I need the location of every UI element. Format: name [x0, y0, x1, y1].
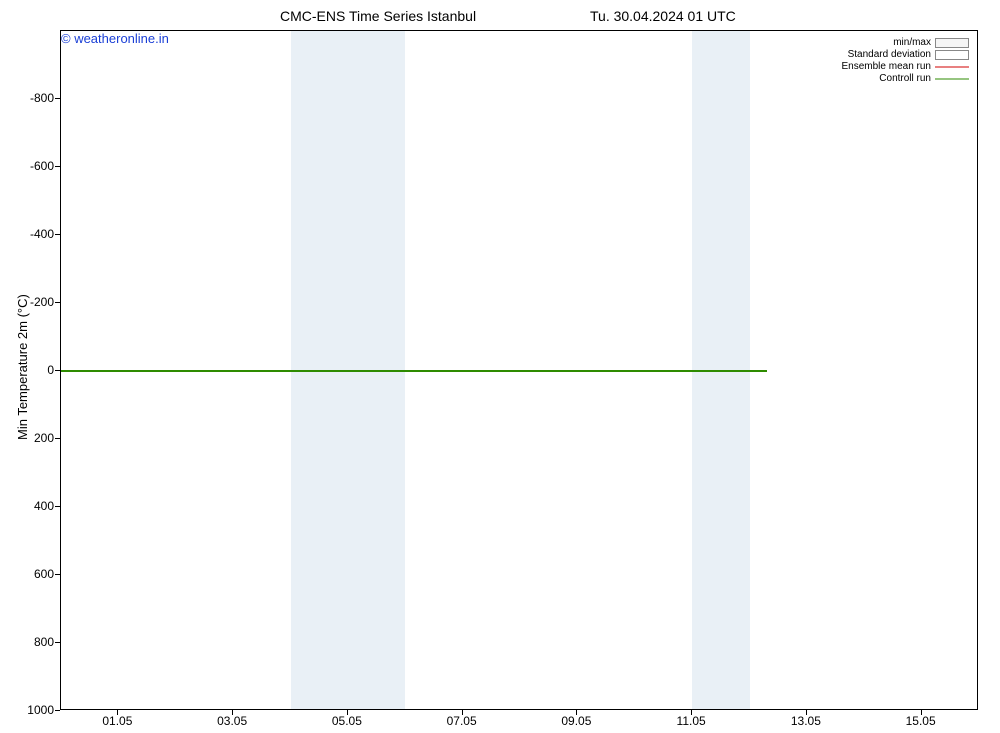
chart-container: CMC-ENS Time Series Istanbul Tu. 30.04.2…: [0, 0, 1000, 733]
legend-item: Controll run: [842, 73, 970, 85]
y-tick-mark: [55, 710, 60, 711]
y-tick-label: -800: [14, 91, 54, 105]
y-tick-label: -200: [14, 295, 54, 309]
y-tick-label: 400: [14, 499, 54, 513]
legend-item: Ensemble mean run: [842, 61, 970, 73]
y-tick-label: 200: [14, 431, 54, 445]
plot-area: min/maxStandard deviationEnsemble mean r…: [60, 30, 978, 710]
y-tick-label: 600: [14, 567, 54, 581]
y-tick-label: 1000: [14, 703, 54, 717]
y-tick-mark: [55, 438, 60, 439]
x-tick-label: 07.05: [447, 714, 477, 728]
y-tick-label: 0: [14, 363, 54, 377]
y-tick-mark: [55, 234, 60, 235]
x-tick-mark: [462, 710, 463, 715]
y-tick-mark: [55, 370, 60, 371]
x-tick-mark: [576, 710, 577, 715]
x-tick-mark: [347, 710, 348, 715]
y-tick-label: 800: [14, 635, 54, 649]
x-tick-label: 11.05: [677, 714, 706, 728]
x-tick-label: 13.05: [791, 714, 821, 728]
watermark: © weatheronline.in: [61, 31, 169, 46]
legend-label: Ensemble mean run: [842, 61, 936, 73]
x-tick-mark: [921, 710, 922, 715]
chart-title-right: Tu. 30.04.2024 01 UTC: [590, 8, 736, 24]
x-tick-mark: [806, 710, 807, 715]
legend-swatch: [935, 62, 969, 72]
x-tick-mark: [691, 710, 692, 715]
x-tick-label: 01.05: [102, 714, 132, 728]
y-tick-mark: [55, 302, 60, 303]
legend-item: min/max: [842, 37, 970, 49]
y-tick-mark: [55, 98, 60, 99]
x-tick-label: 09.05: [561, 714, 591, 728]
legend-item: Standard deviation: [842, 49, 970, 61]
y-tick-mark: [55, 506, 60, 507]
legend-swatch: [935, 38, 969, 48]
y-tick-mark: [55, 642, 60, 643]
legend-label: Controll run: [879, 73, 935, 85]
series-controll_run: [61, 370, 767, 372]
x-tick-label: 03.05: [217, 714, 247, 728]
legend-label: min/max: [893, 37, 935, 49]
chart-title-left: CMC-ENS Time Series Istanbul: [280, 8, 476, 24]
x-tick-mark: [117, 710, 118, 715]
y-tick-label: -600: [14, 159, 54, 173]
y-tick-mark: [55, 166, 60, 167]
y-tick-label: -400: [14, 227, 54, 241]
x-tick-mark: [232, 710, 233, 715]
x-tick-label: 15.05: [906, 714, 936, 728]
y-tick-mark: [55, 574, 60, 575]
x-tick-label: 05.05: [332, 714, 362, 728]
legend-label: Standard deviation: [848, 49, 935, 61]
legend-swatch: [935, 50, 969, 60]
legend-swatch: [935, 74, 969, 84]
legend: min/maxStandard deviationEnsemble mean r…: [842, 37, 970, 85]
